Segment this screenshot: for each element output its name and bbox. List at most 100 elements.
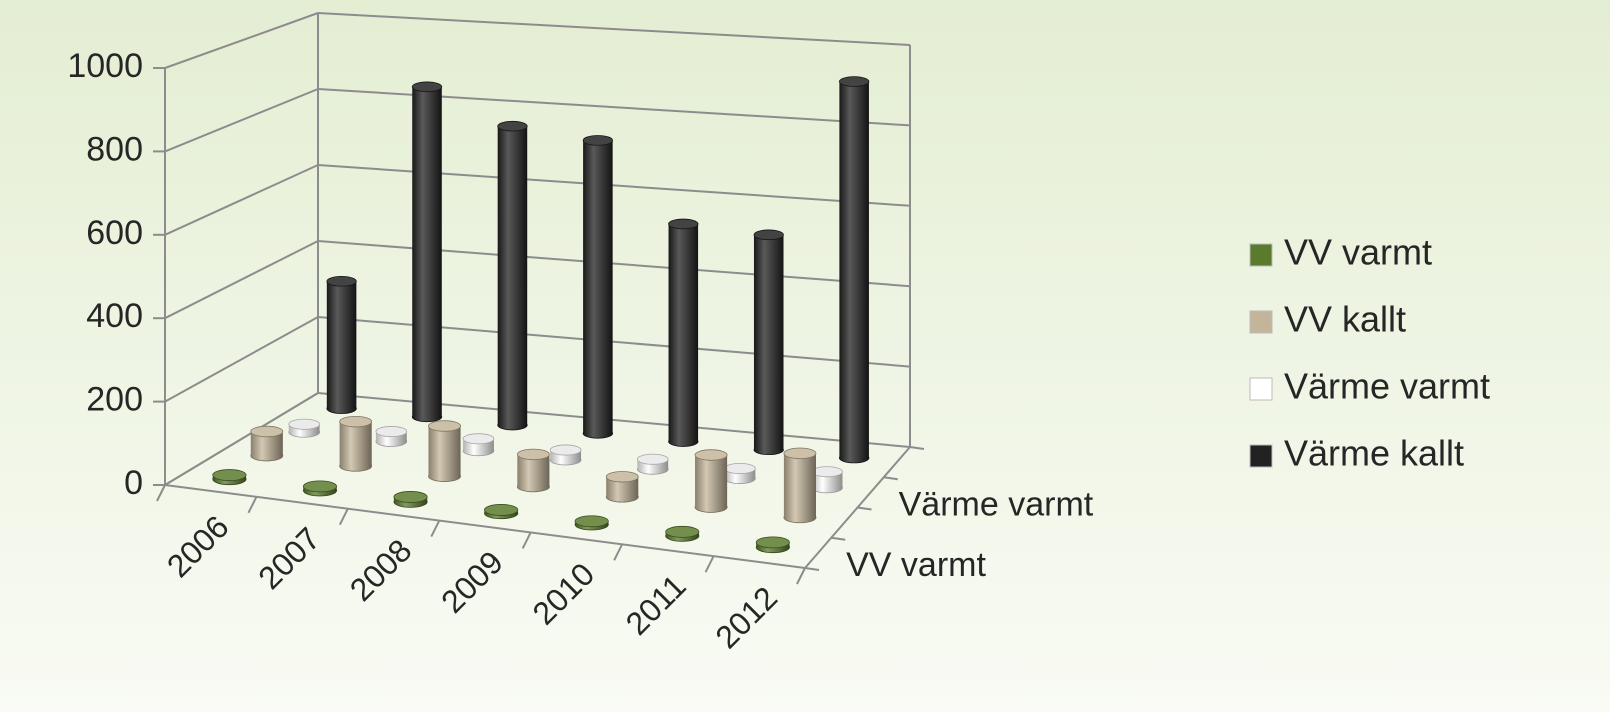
cylinder: [462, 433, 495, 457]
cylinder-body: [606, 476, 639, 497]
legend-label: VV kallt: [1284, 299, 1406, 340]
cylinder: [665, 525, 700, 542]
x-tick: [338, 508, 349, 526]
cylinder-top: [694, 449, 728, 461]
legend-swatch: [1249, 243, 1273, 267]
y-tick-label: 200: [86, 381, 143, 419]
cylinder-top: [375, 426, 408, 437]
cylinder-top: [838, 76, 870, 87]
depth-label: VV varmt: [846, 546, 986, 584]
cylinder: [428, 420, 461, 482]
cylinder-body: [428, 425, 461, 477]
cylinder: [288, 418, 321, 438]
cylinder-body: [839, 81, 869, 459]
cylinder: [783, 447, 817, 524]
cylinder: [212, 469, 247, 486]
cylinder: [755, 536, 790, 554]
cylinder-top: [811, 466, 843, 478]
x-tick: [521, 531, 532, 549]
cylinder-top: [339, 415, 373, 428]
cylinder-top: [484, 504, 519, 516]
grid-line: [164, 164, 319, 236]
cylinder-body: [412, 86, 442, 417]
cylinder: [250, 425, 284, 462]
x-tick: [796, 567, 806, 585]
depth-tick: [883, 476, 898, 481]
depth-tick: [804, 567, 820, 571]
cylinder: [302, 480, 338, 497]
cylinder-top: [574, 515, 609, 528]
cylinder: [484, 504, 519, 520]
cylinder-top: [302, 480, 338, 493]
cylinder: [605, 471, 639, 503]
cylinder-top: [724, 462, 756, 474]
cylinder-top: [665, 525, 700, 538]
cylinder-top: [753, 229, 784, 241]
cylinder-top: [497, 120, 528, 132]
cylinder: [411, 81, 443, 423]
cylinder: [811, 466, 843, 494]
cylinder-body: [753, 234, 784, 450]
floor-edge: [164, 484, 806, 569]
cylinder-top: [250, 425, 284, 438]
cylinder: [549, 444, 582, 466]
grid-line: [164, 392, 319, 486]
cylinder: [393, 491, 428, 508]
cylinder-top: [516, 448, 550, 461]
cylinder-top: [582, 135, 614, 146]
cylinder-top: [428, 420, 461, 432]
cylinder: [694, 449, 728, 513]
y-tick-label: 400: [86, 297, 143, 335]
cylinder-body: [783, 453, 816, 518]
grid-line: [164, 240, 319, 320]
cylinder: [724, 462, 756, 484]
legend-label: VV varmt: [1284, 232, 1432, 273]
cylinder: [753, 229, 784, 456]
cylinder: [668, 218, 699, 447]
depth-tick: [909, 446, 925, 450]
legend-label: Värme varmt: [1284, 366, 1490, 407]
y-tick-label: 0: [124, 464, 143, 502]
cylinder-body: [339, 421, 372, 466]
cylinder-body: [463, 438, 494, 451]
cylinder-top: [783, 447, 817, 460]
cylinder-top: [326, 276, 357, 287]
depth-tick: [857, 506, 872, 511]
cylinder-top: [605, 471, 639, 483]
cylinder-body: [583, 140, 613, 434]
cylinder-body: [326, 281, 357, 409]
cylinder-top: [411, 81, 443, 93]
cylinder-top: [393, 491, 428, 503]
cylinder-top: [549, 444, 582, 456]
cylinder: [516, 448, 550, 493]
grid-line: [164, 12, 319, 69]
y-tick-label: 1000: [67, 47, 143, 85]
y-tick-label: 800: [86, 130, 143, 168]
legend-label: Värme kallt: [1284, 433, 1464, 474]
cylinder: [339, 415, 373, 472]
x-tick: [247, 496, 258, 514]
cylinder: [574, 515, 609, 531]
grid-line: [164, 88, 319, 153]
grid-line: [164, 316, 319, 403]
cylinder-body: [695, 455, 728, 508]
cylinder-top: [668, 218, 699, 230]
x-tick: [430, 520, 441, 538]
cylinder-top: [288, 418, 321, 430]
cylinder: [497, 120, 528, 431]
depth-tick: [831, 536, 846, 541]
cylinder-top: [212, 469, 247, 481]
x-tick: [613, 543, 624, 561]
cylinder: [636, 453, 669, 475]
depth-label: Värme varmt: [899, 485, 1094, 523]
cylinder: [375, 426, 408, 447]
y-tick-label: 600: [86, 214, 143, 252]
cylinder: [838, 76, 870, 464]
legend-swatch: [1249, 377, 1273, 401]
cylinder: [582, 135, 614, 439]
cylinder-top: [462, 433, 495, 445]
legend-swatch: [1249, 310, 1273, 334]
x-tick: [156, 484, 166, 502]
